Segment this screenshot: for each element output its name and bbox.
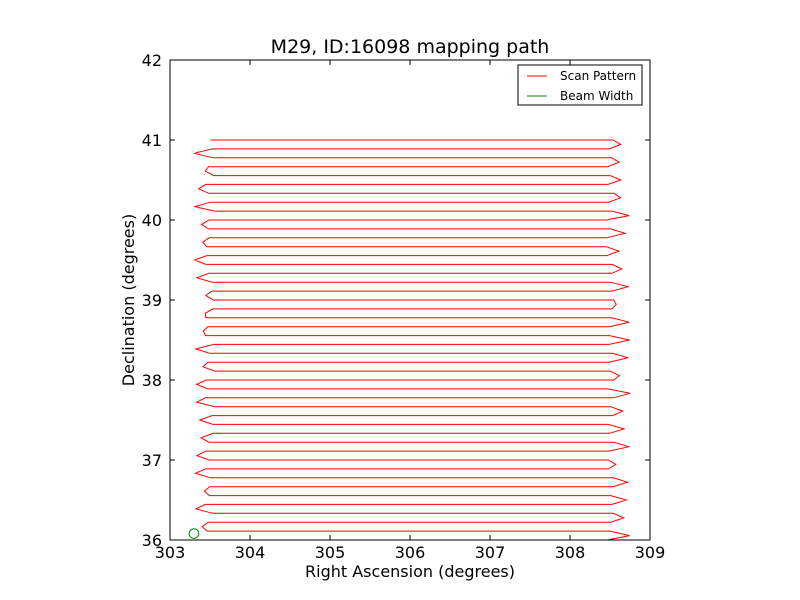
y-axis-label: Declination (degrees) [119,214,138,386]
y-tick-label: 41 [142,131,162,150]
x-tick-label: 308 [555,543,586,562]
data-layer [188,139,631,541]
x-tick-label: 309 [635,543,666,562]
x-tick-label: 303 [155,543,186,562]
y-tick-label: 36 [142,531,162,550]
x-tick-label: 307 [475,543,506,562]
x-axis-label: Right Ascension (degrees) [305,562,515,581]
legend-label-beam-width: Beam Width [560,89,633,103]
legend-box [517,64,643,106]
scan-pattern-line [192,139,631,541]
beam-width-marker [188,528,200,539]
x-tick-label: 306 [395,543,426,562]
x-tick-label: 305 [315,543,346,562]
legend: Scan Pattern Beam Width [517,64,643,106]
chart-title: M29, ID:16098 mapping path [271,36,550,58]
legend-label-scan-pattern: Scan Pattern [560,69,636,83]
y-tick-label: 37 [142,451,162,470]
tick-layer: 303 304 305 306 307 308 309 36 37 38 39 40 41 42 [142,51,666,562]
x-tick-label: 304 [235,543,266,562]
y-tick-label: 38 [142,371,162,390]
y-tick-label: 42 [142,51,162,70]
y-tick-label: 40 [142,211,162,230]
y-tick-label: 39 [142,291,162,310]
